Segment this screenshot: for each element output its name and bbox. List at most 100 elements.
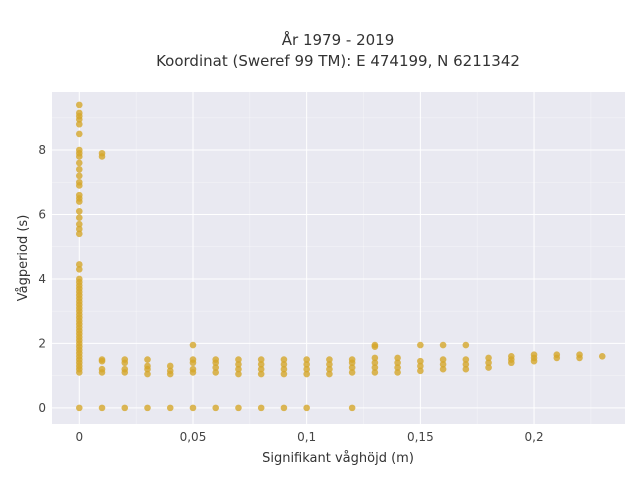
- data-point: [75, 275, 83, 283]
- data-point: [257, 404, 265, 412]
- data-point: [303, 361, 310, 368]
- chart-title-line1: År 1979 - 2019: [282, 30, 395, 49]
- data-point: [462, 356, 470, 363]
- data-point: [235, 404, 242, 412]
- data-point: [371, 354, 379, 362]
- data-point: [75, 172, 83, 180]
- data-point: [75, 101, 83, 109]
- x-axis-ticks: 0 0,05 0,1 0,15 0,2: [75, 430, 543, 444]
- data-point: [303, 404, 310, 412]
- x-tick-label: 0,05: [180, 430, 207, 444]
- data-point: [348, 364, 356, 371]
- data-point: [394, 364, 401, 371]
- chart-title-line2: Koordinat (Sweref 99 TM): E 474199, N 62…: [156, 52, 520, 70]
- x-axis-label: Signifikant våghöjd (m): [262, 451, 414, 466]
- data-point: [189, 341, 197, 349]
- data-point: [75, 120, 83, 128]
- data-point: [280, 404, 288, 412]
- data-point: [75, 261, 83, 268]
- data-point: [166, 367, 174, 375]
- data-point: [75, 225, 83, 233]
- data-point: [439, 361, 447, 368]
- data-point: [371, 364, 379, 371]
- data-point: [257, 356, 265, 363]
- y-tick-label: 4: [38, 272, 46, 286]
- data-point: [166, 404, 174, 412]
- data-point: [303, 356, 310, 363]
- x-tick-label: 0,2: [525, 430, 544, 444]
- data-point: [394, 369, 401, 376]
- data-point: [394, 359, 401, 367]
- y-tick-label: 6: [38, 207, 46, 221]
- data-point: [280, 361, 288, 368]
- data-point: [98, 149, 106, 157]
- data-point: [417, 362, 424, 370]
- data-point: [235, 356, 242, 363]
- data-point: [303, 365, 310, 373]
- data-point: [417, 341, 424, 349]
- data-point: [98, 404, 106, 412]
- data-point: [144, 362, 151, 370]
- y-tick-label: 2: [38, 336, 46, 350]
- data-point: [75, 404, 83, 412]
- data-point: [417, 357, 424, 365]
- data-point: [75, 178, 83, 186]
- data-point: [75, 146, 83, 154]
- data-point: [121, 404, 129, 412]
- data-point: [417, 367, 424, 375]
- data-point: [485, 359, 492, 367]
- data-point: [371, 359, 379, 367]
- data-point: [235, 365, 242, 373]
- data-point: [508, 353, 515, 360]
- data-point: [121, 365, 129, 373]
- data-point: [235, 370, 242, 378]
- data-point: [212, 364, 220, 371]
- data-point: [280, 370, 288, 378]
- data-point: [280, 356, 288, 363]
- data-point: [121, 356, 129, 363]
- y-tick-label: 8: [38, 143, 46, 157]
- y-axis-label: Vågperiod (s): [16, 215, 31, 302]
- data-point: [189, 356, 197, 363]
- data-point: [189, 404, 197, 412]
- data-point: [326, 365, 333, 373]
- data-point: [348, 404, 356, 412]
- plot-area: [52, 92, 625, 424]
- x-tick-label: 0: [75, 430, 83, 444]
- data-point: [144, 404, 151, 412]
- data-point: [462, 365, 470, 373]
- data-point: [75, 159, 83, 167]
- y-tick-label: 0: [38, 401, 46, 415]
- data-point: [75, 130, 83, 138]
- data-point: [166, 362, 174, 370]
- data-point: [348, 356, 356, 363]
- data-point: [235, 361, 242, 368]
- data-points: [75, 101, 606, 412]
- data-point: [576, 351, 583, 358]
- data-point: [257, 361, 265, 368]
- data-point: [280, 365, 288, 373]
- data-point: [394, 354, 401, 362]
- data-point: [75, 220, 83, 228]
- data-point: [75, 265, 83, 273]
- data-point: [439, 365, 447, 373]
- data-point: [348, 369, 356, 376]
- data-point: [371, 341, 379, 349]
- data-point: [485, 354, 492, 362]
- data-point: [530, 351, 538, 358]
- data-point: [439, 341, 447, 349]
- data-point: [485, 364, 492, 371]
- data-point: [326, 356, 333, 363]
- y-axis-ticks: 0 2 4 6 8: [38, 143, 46, 415]
- data-point: [257, 370, 265, 378]
- data-point: [326, 370, 333, 378]
- data-point: [439, 356, 447, 363]
- data-point: [257, 365, 265, 373]
- data-point: [75, 230, 83, 238]
- data-point: [303, 370, 310, 378]
- data-point: [75, 191, 83, 199]
- data-point: [98, 365, 106, 373]
- data-point: [75, 207, 83, 215]
- data-point: [462, 341, 470, 349]
- data-point: [212, 356, 220, 363]
